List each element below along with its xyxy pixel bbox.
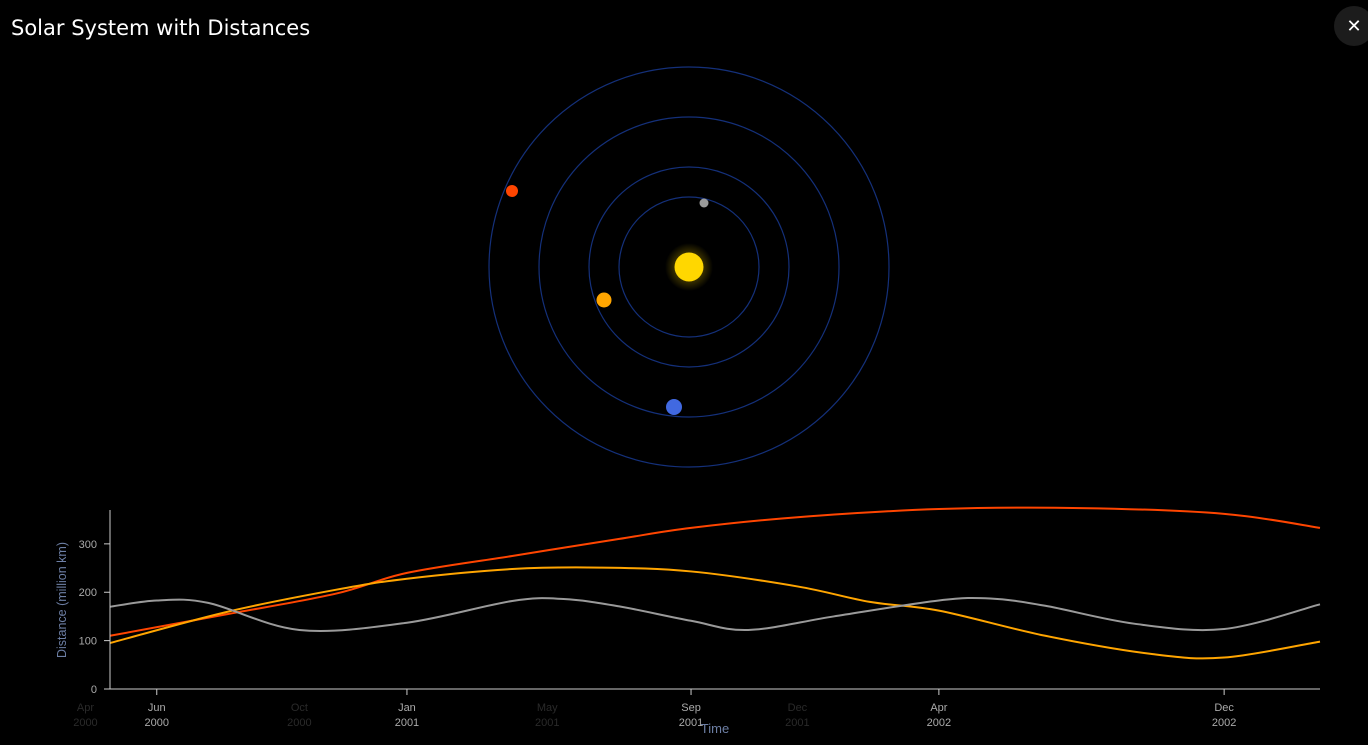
close-button[interactable]: ✕ — [1334, 6, 1368, 46]
x-tick-year: 2001 — [679, 717, 703, 729]
planet-mars — [506, 185, 518, 197]
ticks-layer: 0 100 200 300 Apr 2000 Oct 2000 May 2001 Dec 2001 Ju… — [73, 539, 1236, 729]
orbit-mercury — [618, 196, 760, 338]
x-tick-month: Jun — [148, 702, 166, 714]
x-tick-month: Apr — [930, 702, 947, 714]
planet-venus — [596, 292, 612, 308]
x-tick-year: 2000 — [287, 717, 311, 729]
x-tick-year: 2002 — [1212, 717, 1236, 729]
orbit-mars — [488, 66, 890, 468]
y-tick-label: 0 — [91, 684, 97, 696]
x-tick-month: Dec — [1214, 702, 1234, 714]
x-tick-year: 2000 — [145, 717, 169, 729]
y-tick-label: 300 — [79, 539, 97, 551]
x-tick-year: 2001 — [785, 717, 809, 729]
x-tick-month: Oct — [291, 702, 308, 714]
orbit-venus — [588, 166, 790, 368]
y-tick-label: 200 — [79, 587, 97, 599]
x-tick-month: May — [537, 702, 558, 714]
x-tick-month: Dec — [788, 702, 808, 714]
x-tick-year: 2002 — [927, 717, 951, 729]
y-axis-label: Distance (million km) — [55, 542, 69, 658]
orbit-earth — [538, 116, 840, 418]
x-tick-month: Jan — [398, 702, 416, 714]
series-line-0 — [109, 506, 1321, 637]
x-tick-month: Sep — [681, 702, 701, 714]
planet-mercury — [699, 198, 709, 208]
x-tick-year: 2001 — [535, 717, 559, 729]
series-layer — [109, 506, 1321, 660]
x-tick-year: 2001 — [395, 717, 419, 729]
series-line-1 — [109, 566, 1321, 660]
page-title: Solar System with Distances — [11, 16, 311, 40]
x-tick-year: 2000 — [73, 717, 97, 729]
planet-earth — [666, 399, 682, 415]
y-tick-label: 100 — [79, 636, 97, 648]
close-icon: ✕ — [1346, 15, 1362, 37]
sun — [674, 252, 704, 282]
x-tick-month: Apr — [77, 702, 94, 714]
x-axis-label: Time — [701, 721, 729, 736]
orrery-diagram — [488, 66, 890, 468]
series-line-2 — [109, 596, 1321, 632]
axes-layer — [109, 510, 1320, 690]
